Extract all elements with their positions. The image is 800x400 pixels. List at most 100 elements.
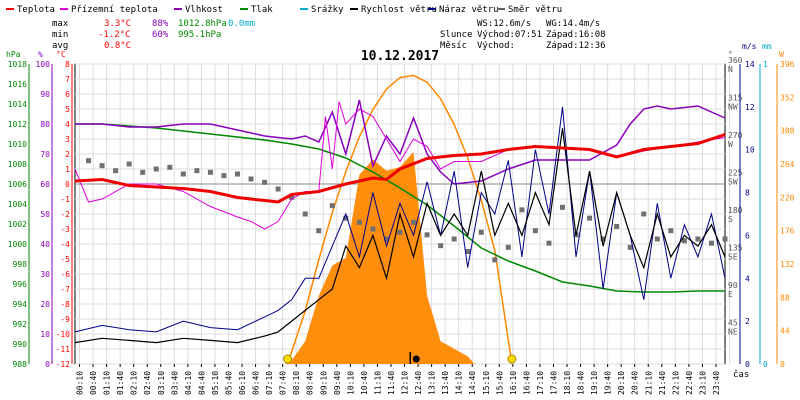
wind-direction-point [708,240,714,246]
x-axis-tick: 10:10 [346,371,355,395]
wind-direction-point [614,224,620,229]
direction-tick-label: SE [728,253,738,262]
left-axis-tick: 1006 [8,180,27,189]
x-axis-tick: 17:40 [549,371,558,395]
stat-min-temp: -1.2°C [98,30,131,40]
left-axis-tick: 1010 [8,140,27,149]
left-axis-tick: 988 [13,360,28,369]
left-axis-tick: -11 [56,345,71,354]
direction-tick-label: S [728,215,733,224]
left-axis-tick: 7 [65,75,70,84]
humidity-line [75,99,726,185]
solar-axis-tick: 44 [780,327,790,336]
x-axis-tick: 07:10 [265,371,274,395]
left-axis-tick: -8 [60,300,70,309]
stats-panel: max 3.3°C 88% 1012.8hPa 0.0mm min -1.2°C… [52,19,255,51]
wind-direction-point [627,244,633,250]
wind-direction-point [370,226,376,232]
solar-axis-tick: 220 [780,193,795,202]
stat-max-temp: 3.3°C [104,19,131,29]
wind-direction-point [600,236,606,242]
wind-direction-point [207,169,213,175]
wind-direction-point [654,236,660,242]
sun-marker [283,354,293,364]
x-axis-tick: 20:40 [631,371,640,395]
x-axis-tick: 09:40 [333,371,342,395]
legend-label: Rychlost větru [361,5,437,15]
legend-label: Náraz větru [439,5,499,15]
wind-direction-point [519,207,525,213]
x-axis-tick: 14:40 [468,371,477,395]
wind-axis-tick: 2 [745,317,750,326]
wind-direction-point [587,215,593,221]
temperature-line [74,133,726,204]
direction-tick-label: E [728,290,733,299]
x-axis-tick: 16:40 [522,371,531,395]
left-axis-tick: -1 [60,195,70,204]
left-axis-tick: 1016 [8,80,27,89]
wind-direction-point [532,228,538,234]
wind-direction-point [86,158,92,164]
left-axis-tick: 20 [40,300,50,309]
wind-direction-point [397,229,403,235]
wind-axis-tick: 6 [745,231,750,240]
x-axis-tick: 05:10 [211,371,220,395]
left-axis-tick: 3 [65,135,70,144]
moon-label: Měsíc [440,41,467,51]
x-axis-tick: 11:10 [373,371,382,395]
stat-max-rain: 0.0mm [228,19,255,29]
direction-tick-label: NW [728,103,738,112]
unit-ms: m/s [742,42,757,51]
stat-max-pres: 1012.8hPa [178,19,227,29]
axes-layer: 1018101610141012101010081006100410021000… [8,56,795,395]
solar-axis-tick: 132 [780,260,795,269]
x-axis-tick: 10:40 [360,371,369,395]
left-axis-tick: 1002 [8,220,27,229]
wind-direction-point [722,236,728,242]
chart-title: 10.12.2017 [361,49,439,64]
left-axis-tick: 70 [40,150,50,159]
direction-tick: 225 [728,169,743,178]
wind-gust-line [74,106,726,333]
left-axis-tick: 10 [40,330,50,339]
wind-direction-point [411,219,417,225]
solar-axis-tick: 0 [780,360,785,369]
x-axis-tick: 17:10 [536,371,545,395]
wind-direction-point [99,163,105,169]
x-axis-tick: 13:10 [428,371,437,395]
stat-avg-temp: 0.8°C [104,41,131,51]
left-axis-tick: -12 [56,360,71,369]
direction-tick: 135 [728,244,743,253]
left-axis-tick: -7 [60,285,70,294]
x-axis-tick: 08:40 [306,371,315,395]
pressure-line [75,123,725,293]
solar-theoretical-line [286,74,513,365]
x-axis-tick: 04:10 [184,371,193,395]
x-axis-tick: 19:10 [590,371,599,395]
legend-label: Teplota [17,5,55,15]
x-axis-tick: 19:40 [604,371,613,395]
left-axis-tick: 80 [40,120,50,129]
wind-direction-point [424,232,430,238]
wind-direction-point [221,173,227,179]
unit-degc: °C [56,50,66,59]
wind-direction-point [465,249,471,254]
unit-deg: ° [728,50,733,59]
moon-marker [412,355,420,363]
x-axis-tick: 08:10 [292,371,301,395]
left-axis-tick: 996 [13,280,28,289]
x-axis-tick: 01:40 [116,371,125,395]
wind-direction-point [275,186,281,192]
wind-direction-point [113,168,119,174]
direction-tick-label: SW [728,178,738,187]
wind-speed-line [74,128,726,344]
x-axis-tick: 00:10 [76,371,85,395]
sunrise-text: Východ:07:51 [477,30,542,40]
wind-direction-point [262,179,268,185]
wind-direction-point [153,166,159,172]
left-axis-tick: -6 [60,270,70,279]
left-axis-tick: 6 [65,90,70,99]
left-axis-tick: -4 [60,240,70,249]
wind-direction-point [316,228,322,234]
solar-axis-tick: 396 [780,60,795,69]
